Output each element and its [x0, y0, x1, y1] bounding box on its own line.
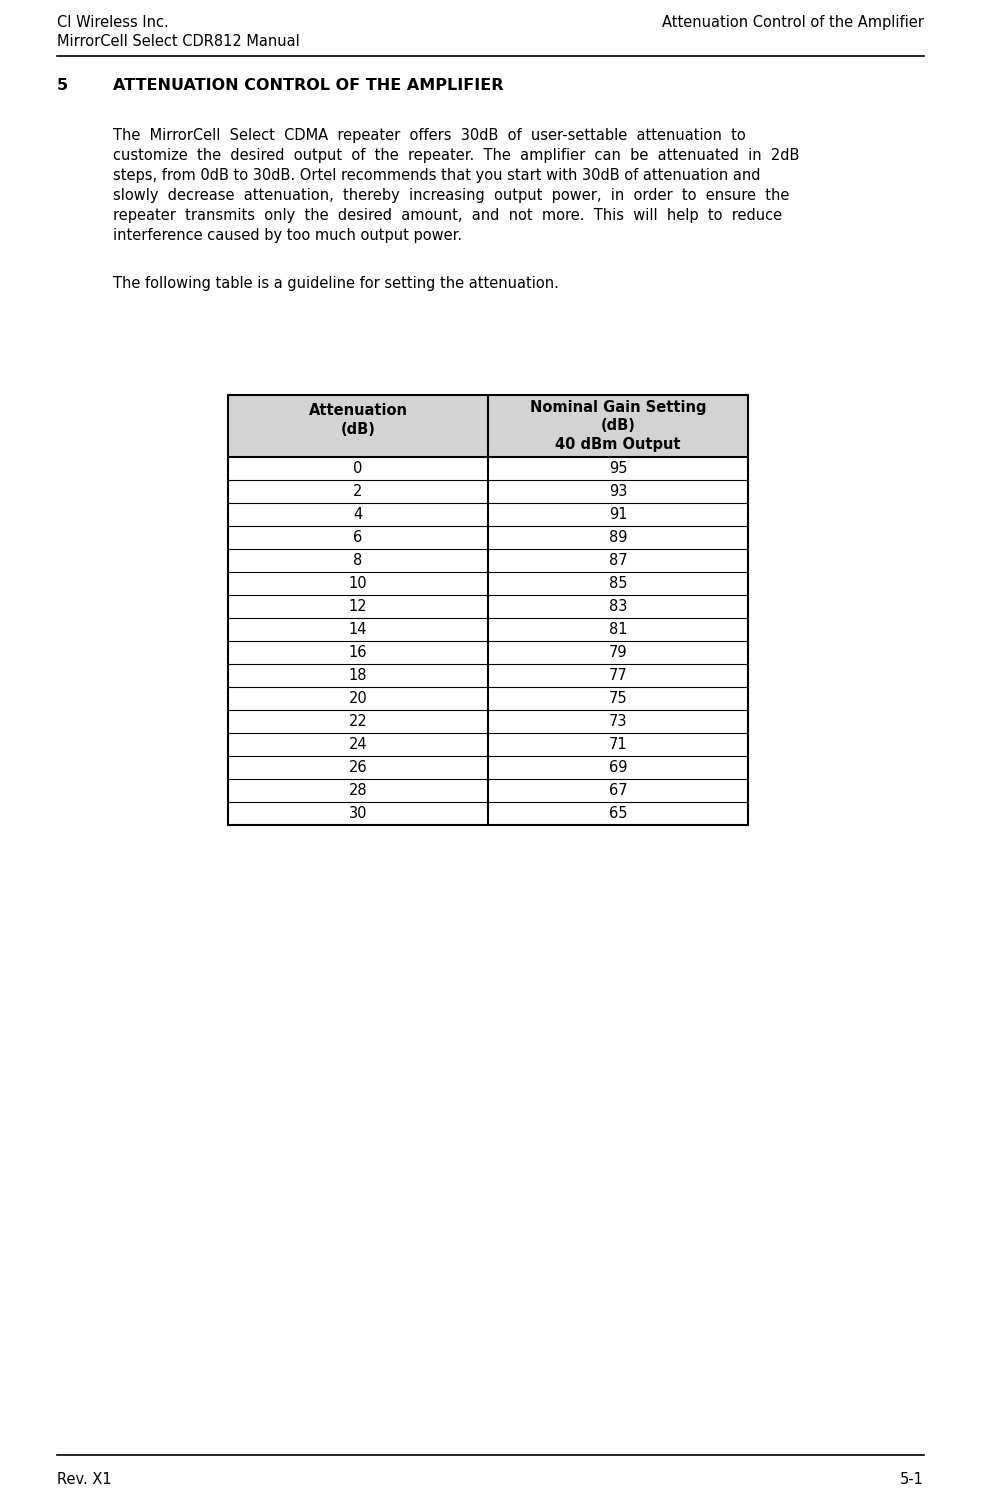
Text: 14: 14 — [349, 623, 367, 638]
Text: customize  the  desired  output  of  the  repeater.  The  amplifier  can  be  at: customize the desired output of the repe… — [113, 148, 800, 163]
Text: 77: 77 — [608, 667, 628, 682]
Text: (dB): (dB) — [340, 423, 376, 437]
Text: MirrorCell Select CDR812 Manual: MirrorCell Select CDR812 Manual — [57, 34, 300, 49]
Bar — [228, 526, 748, 549]
Bar — [228, 755, 748, 779]
Text: 18: 18 — [349, 667, 367, 682]
Text: 73: 73 — [609, 714, 627, 729]
Bar — [228, 396, 748, 826]
Text: (dB): (dB) — [600, 418, 636, 433]
Text: 5-1: 5-1 — [901, 1472, 924, 1487]
Text: interference caused by too much output power.: interference caused by too much output p… — [113, 228, 462, 243]
Text: 79: 79 — [608, 645, 627, 660]
Bar — [228, 733, 748, 755]
Text: 83: 83 — [609, 599, 627, 614]
Text: 28: 28 — [348, 782, 367, 797]
Bar — [228, 802, 748, 826]
Text: ATTENUATION CONTROL OF THE AMPLIFIER: ATTENUATION CONTROL OF THE AMPLIFIER — [113, 78, 503, 93]
Text: 22: 22 — [348, 714, 367, 729]
Text: 6: 6 — [353, 530, 363, 545]
Text: 89: 89 — [609, 530, 627, 545]
Bar — [228, 572, 748, 596]
Bar — [228, 549, 748, 572]
Text: 4: 4 — [353, 508, 363, 523]
Text: Nominal Gain Setting: Nominal Gain Setting — [530, 400, 706, 415]
Bar — [228, 457, 748, 481]
Text: 5: 5 — [57, 78, 68, 93]
Text: 0: 0 — [353, 461, 363, 476]
Text: 16: 16 — [349, 645, 367, 660]
Text: The  MirrorCell  Select  CDMA  repeater  offers  30dB  of  user-settable  attenu: The MirrorCell Select CDMA repeater offe… — [113, 128, 746, 143]
Text: steps, from 0dB to 30dB. Ortel recommends that you start with 30dB of attenuatio: steps, from 0dB to 30dB. Ortel recommend… — [113, 169, 760, 184]
Text: 81: 81 — [609, 623, 627, 638]
Text: 95: 95 — [609, 461, 627, 476]
Text: 12: 12 — [348, 599, 367, 614]
Text: 75: 75 — [608, 691, 627, 706]
Text: 65: 65 — [609, 806, 627, 821]
Text: repeater  transmits  only  the  desired  amount,  and  not  more.  This  will  h: repeater transmits only the desired amou… — [113, 208, 782, 222]
Bar — [228, 711, 748, 733]
Text: 24: 24 — [348, 738, 367, 752]
Text: 26: 26 — [348, 760, 367, 775]
Text: Attenuation Control of the Amplifier: Attenuation Control of the Amplifier — [662, 15, 924, 30]
Bar — [228, 664, 748, 687]
Text: 8: 8 — [353, 552, 363, 567]
Text: 2: 2 — [353, 484, 363, 499]
Text: CI Wireless Inc.: CI Wireless Inc. — [57, 15, 169, 30]
Bar — [228, 503, 748, 526]
Text: 40 dBm Output: 40 dBm Output — [555, 437, 681, 452]
Bar — [228, 618, 748, 640]
Bar — [228, 779, 748, 802]
Text: The following table is a guideline for setting the attenuation.: The following table is a guideline for s… — [113, 276, 559, 291]
Text: 71: 71 — [608, 738, 627, 752]
Text: 87: 87 — [608, 552, 627, 567]
Text: 67: 67 — [608, 782, 627, 797]
Text: Rev. X1: Rev. X1 — [57, 1472, 112, 1487]
Bar — [228, 481, 748, 503]
Bar — [228, 687, 748, 711]
Bar — [228, 596, 748, 618]
Text: 30: 30 — [349, 806, 367, 821]
Text: Attenuation: Attenuation — [308, 403, 407, 418]
Text: 20: 20 — [348, 691, 367, 706]
Bar — [228, 640, 748, 664]
Text: 85: 85 — [609, 576, 627, 591]
Bar — [228, 396, 748, 457]
Text: 69: 69 — [609, 760, 627, 775]
Text: 10: 10 — [348, 576, 367, 591]
Text: 93: 93 — [609, 484, 627, 499]
Text: slowly  decrease  attenuation,  thereby  increasing  output  power,  in  order  : slowly decrease attenuation, thereby inc… — [113, 188, 790, 203]
Text: 91: 91 — [609, 508, 627, 523]
